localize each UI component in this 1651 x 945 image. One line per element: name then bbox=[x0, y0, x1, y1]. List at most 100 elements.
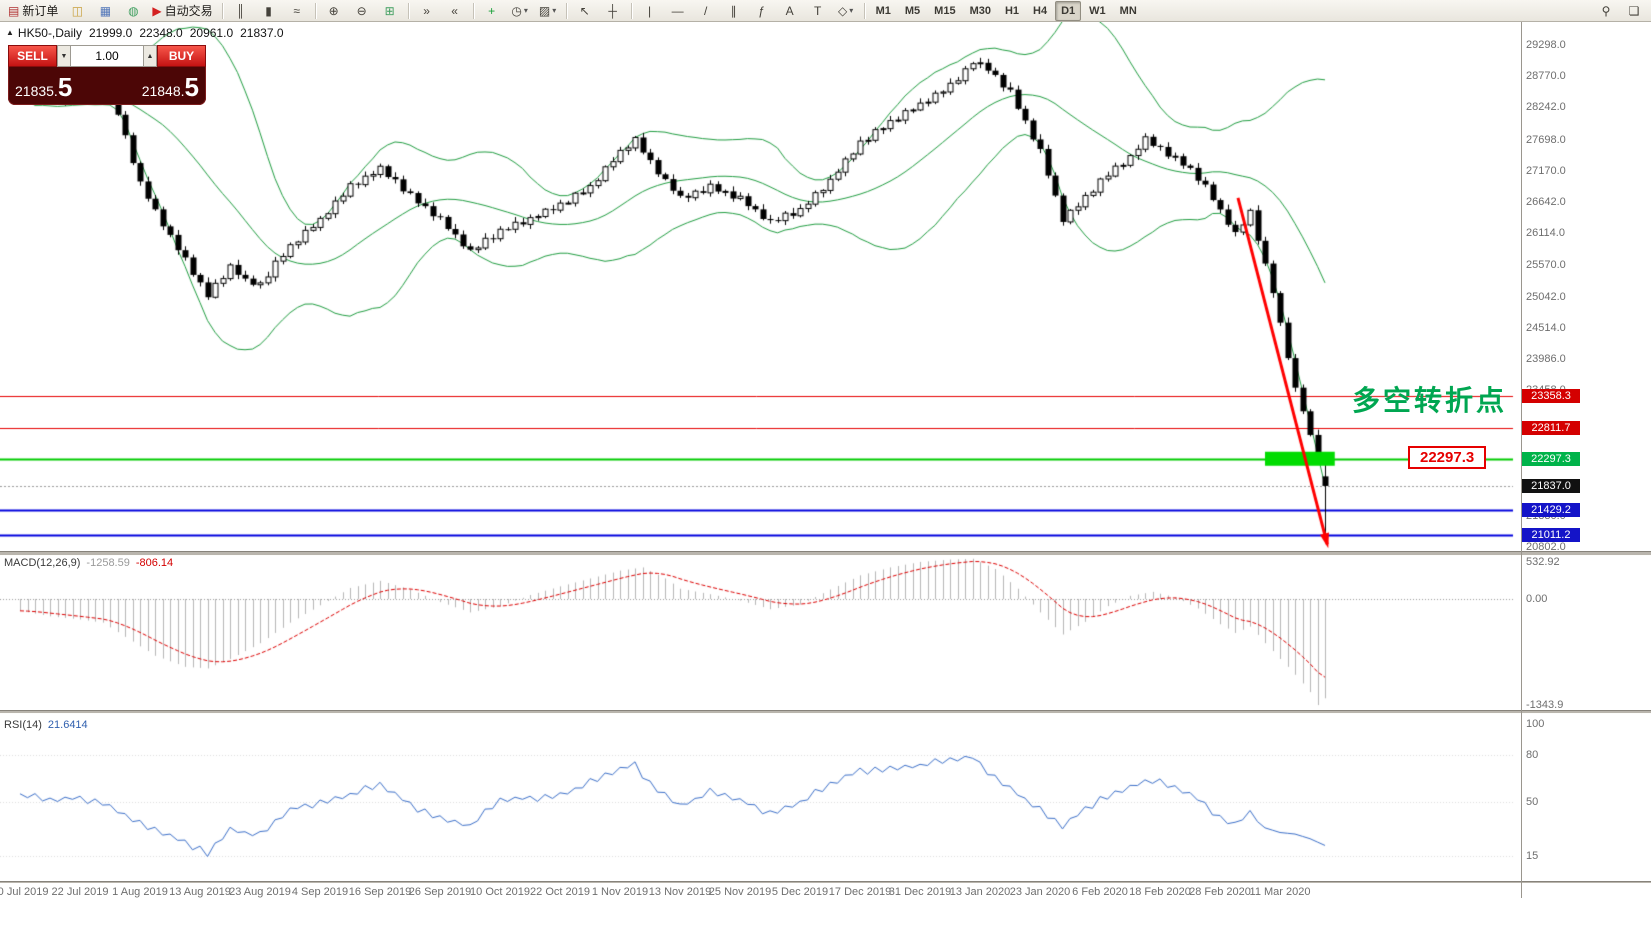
collapse-panel-icon[interactable]: ▲ bbox=[6, 28, 14, 37]
vertical-line-button[interactable]: | bbox=[637, 1, 663, 21]
buy-button[interactable]: BUY bbox=[157, 45, 206, 67]
ohlc-close: 21837.0 bbox=[240, 26, 284, 40]
text-icon: A bbox=[785, 3, 794, 18]
channel-button[interactable]: ∥ bbox=[721, 1, 747, 21]
timeframe-h1-button[interactable]: H1 bbox=[1004, 4, 1020, 17]
toolbar: ▤ 新订单 ◫ ▦ ◍ ▶ 自动交易 ║ ▮ ≈ ⊕ ⊖ ⊞» «+ ◷ ▾ ▨ ▾ ↖ ┼ | — / ∥ ƒ A T ◇ ▾ M1 M5… bbox=[0, 0, 1651, 22]
line-chart-button[interactable]: ≈ bbox=[284, 1, 310, 21]
new-order-icon: ▤ bbox=[8, 3, 20, 18]
periods-icon: ◷ bbox=[511, 3, 522, 18]
timeframe-m1-button[interactable]: M1 bbox=[875, 4, 891, 17]
timeframe-d1-button[interactable]: D1 bbox=[1055, 0, 1082, 21]
panel-divider-dates bbox=[0, 881, 1651, 883]
price-tag: 21837.0 bbox=[1522, 479, 1580, 493]
chart-window-icon: ◫ bbox=[71, 3, 84, 18]
zoom-in-button[interactable]: ⊕ bbox=[321, 1, 347, 21]
price-axis-label: 20802.0 bbox=[1526, 541, 1566, 553]
tile-windows-icon: ⊞ bbox=[384, 3, 395, 18]
price-axis-label: 23986.0 bbox=[1526, 353, 1566, 365]
trendline-button[interactable]: / bbox=[693, 1, 719, 21]
indicators-icon: + bbox=[488, 3, 496, 18]
text-button[interactable]: A bbox=[777, 1, 803, 21]
timeframe-w1-button[interactable]: W1 bbox=[1089, 4, 1106, 17]
fibonacci-button[interactable]: ƒ bbox=[749, 1, 775, 21]
chart-shift-icon: « bbox=[451, 3, 458, 18]
horizontal-line-icon: — bbox=[671, 3, 684, 18]
rsi-axis-label: 50 bbox=[1526, 796, 1539, 808]
indicators-button[interactable]: + bbox=[479, 1, 505, 21]
date-axis-label: 28 Feb 2020 bbox=[1189, 886, 1251, 898]
cursor-icon: ↖ bbox=[579, 3, 590, 18]
horizontal-line-button[interactable]: — bbox=[665, 1, 691, 21]
timeframe-h4-button[interactable]: H4 bbox=[1033, 4, 1048, 17]
bar-chart-button[interactable]: ║ bbox=[228, 1, 254, 21]
macd-axis-label: -1343.9 bbox=[1526, 699, 1564, 711]
date-axis-label: 13 Jan 2020 bbox=[949, 886, 1011, 898]
panel-divider-macd[interactable] bbox=[0, 551, 1651, 556]
sell-button[interactable]: SELL bbox=[8, 45, 57, 67]
candlestick-chart-button[interactable]: ▮ bbox=[256, 1, 282, 21]
fibonacci-icon: ƒ bbox=[758, 3, 765, 18]
main-chart-canvas[interactable] bbox=[0, 22, 1521, 552]
caret-down-icon: ▾ bbox=[849, 6, 854, 15]
date-axis-label: 23 Jan 2020 bbox=[1009, 886, 1071, 898]
volume-increase-button[interactable]: ▲ bbox=[143, 45, 157, 67]
price-callout-label[interactable]: 22297.3 bbox=[1408, 446, 1487, 469]
macd-axis-label: 0.00 bbox=[1526, 593, 1548, 605]
auto-scroll-button[interactable]: » bbox=[414, 1, 440, 21]
timeframe-mn-button[interactable]: MN bbox=[1119, 4, 1137, 17]
volume-input[interactable] bbox=[71, 45, 143, 67]
price-tag: 23358.3 bbox=[1522, 389, 1580, 403]
profiles-button[interactable]: ▦ bbox=[92, 1, 118, 21]
date-axis-label: 6 Feb 2020 bbox=[1072, 886, 1128, 898]
macd-panel-canvas[interactable] bbox=[0, 556, 1521, 710]
date-axis-label: 13 Nov 2019 bbox=[648, 886, 712, 898]
toolbar-separator bbox=[565, 2, 567, 19]
auto-scroll-icon: » bbox=[423, 3, 430, 18]
panel-divider-rsi[interactable] bbox=[0, 710, 1651, 714]
zoom-out-button[interactable]: ⊖ bbox=[349, 1, 375, 21]
search-button[interactable]: ⚲ bbox=[1593, 1, 1619, 21]
date-axis-label: 16 Sep 2019 bbox=[348, 886, 412, 898]
community-button[interactable]: ◍ bbox=[120, 1, 146, 21]
trendline-icon: / bbox=[703, 3, 708, 18]
crosshair-button[interactable]: ┼ bbox=[600, 1, 626, 21]
timeframe-m15-button[interactable]: M15 bbox=[934, 4, 956, 17]
macd-axis-label: 532.92 bbox=[1526, 556, 1560, 568]
rsi-header: RSI(14) 21.6414 bbox=[4, 719, 88, 731]
autotrading-icon: ▶ bbox=[152, 3, 162, 18]
new-order-button-label: 新订单 bbox=[22, 4, 59, 18]
new-chart-button[interactable]: ❏ bbox=[1621, 1, 1647, 21]
chart-annotation-text[interactable]: 多空转折点 bbox=[1352, 385, 1508, 416]
tile-windows-button[interactable]: ⊞ bbox=[377, 1, 403, 21]
price-axis-label: 27698.0 bbox=[1526, 134, 1566, 146]
date-axis-label: 26 Sep 2019 bbox=[408, 886, 472, 898]
date-axis-label: 17 Dec 2019 bbox=[828, 886, 892, 898]
label-button[interactable]: T bbox=[805, 1, 831, 21]
autotrading-button[interactable]: ▶ 自动交易 bbox=[148, 1, 216, 21]
price-axis-label: 29298.0 bbox=[1526, 39, 1566, 51]
cursor-button[interactable]: ↖ bbox=[572, 1, 598, 21]
chart-window-button[interactable]: ◫ bbox=[64, 1, 90, 21]
shapes-button[interactable]: ◇ ▾ bbox=[833, 1, 859, 21]
price-tag: 22297.3 bbox=[1522, 452, 1580, 466]
rsi-panel-canvas[interactable] bbox=[0, 714, 1521, 882]
crosshair-icon: ┼ bbox=[608, 3, 617, 18]
shapes-icon: ◇ bbox=[837, 3, 848, 18]
volume-decrease-button[interactable]: ▼ bbox=[57, 45, 71, 67]
toolbar-separator bbox=[221, 2, 223, 19]
new-order-button[interactable]: ▤ 新订单 bbox=[4, 1, 62, 21]
date-axis-label: 10 Jul 2019 bbox=[0, 886, 49, 898]
date-axis-label: 13 Aug 2019 bbox=[169, 886, 231, 898]
ohlc-high: 22348.0 bbox=[139, 26, 183, 40]
zoom-out-icon: ⊖ bbox=[356, 3, 367, 18]
timeframe-m5-button[interactable]: M5 bbox=[904, 4, 921, 17]
timeframe-m30-button[interactable]: M30 bbox=[969, 4, 991, 17]
templates-button[interactable]: ▨ ▾ bbox=[535, 1, 561, 21]
date-axis-label: 25 Nov 2019 bbox=[708, 886, 772, 898]
date-axis-label: 4 Sep 2019 bbox=[291, 886, 349, 898]
chart-shift-button[interactable]: « bbox=[442, 1, 468, 21]
periods-button[interactable]: ◷ ▾ bbox=[507, 1, 533, 21]
buy-price: 21848.5 bbox=[141, 72, 199, 102]
